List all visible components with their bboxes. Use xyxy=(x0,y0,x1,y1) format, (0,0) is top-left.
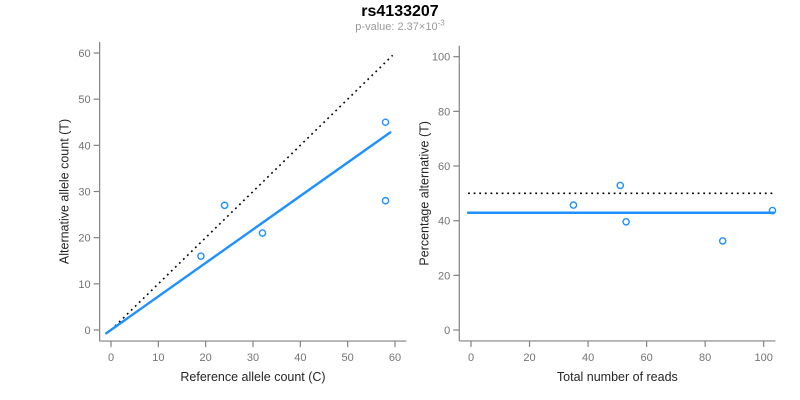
identity-line xyxy=(110,54,394,331)
data-point xyxy=(622,217,630,226)
x-tick-label: 60 xyxy=(640,352,652,364)
y-tick-label: 20 xyxy=(438,270,450,282)
figure-subtitle: p-value: 2.37×10-3 xyxy=(0,18,800,33)
x-axis-title: Total number of reads xyxy=(557,370,678,384)
x-tick-label: 20 xyxy=(200,352,212,364)
x-tick-label: 0 xyxy=(468,352,474,364)
data-point xyxy=(258,229,267,237)
x-tick-label: 40 xyxy=(582,352,594,364)
figure-title: rs4133207 xyxy=(361,3,439,20)
data-point xyxy=(381,118,390,127)
y-tick-label: 80 xyxy=(438,106,450,118)
pvalue-exponent: -3 xyxy=(437,18,445,28)
y-tick-label: 0 xyxy=(85,325,91,337)
y-axis-title: Alternative allele count (T) xyxy=(58,119,72,264)
y-tick-label: 50 xyxy=(78,94,90,106)
x-axis-title: Reference allele count (C) xyxy=(180,370,325,384)
data-point xyxy=(616,181,625,190)
y-tick-label: 60 xyxy=(438,161,450,173)
y-tick-label: 100 xyxy=(432,52,450,64)
x-tick-label: 50 xyxy=(342,352,354,364)
x-tick-label: 30 xyxy=(247,352,259,364)
data-point xyxy=(718,237,727,245)
data-point xyxy=(381,196,390,205)
fit-line xyxy=(105,131,392,335)
data-point xyxy=(768,206,777,215)
data-point xyxy=(197,252,205,260)
y-tick-label: 20 xyxy=(78,233,90,245)
x-tick-label: 0 xyxy=(108,352,114,364)
y-tick-label: 40 xyxy=(438,216,450,228)
x-tick-label: 40 xyxy=(294,352,306,364)
x-tick-label: 20 xyxy=(523,352,535,364)
x-tick-label: 100 xyxy=(755,352,773,364)
data-point xyxy=(220,201,229,210)
y-tick-label: 0 xyxy=(444,325,450,337)
y-tick-label: 40 xyxy=(78,140,90,152)
x-tick-label: 60 xyxy=(389,352,401,364)
y-axis-title: Percentage alternative (T) xyxy=(417,121,431,266)
data-point xyxy=(569,201,578,209)
x-tick-label: 10 xyxy=(152,352,164,364)
y-tick-label: 10 xyxy=(78,279,90,291)
y-tick-label: 30 xyxy=(78,187,90,199)
y-tick-label: 60 xyxy=(78,48,90,60)
x-tick-label: 80 xyxy=(699,352,711,364)
pvalue-text: p-value: 2.37×10 xyxy=(355,21,438,33)
